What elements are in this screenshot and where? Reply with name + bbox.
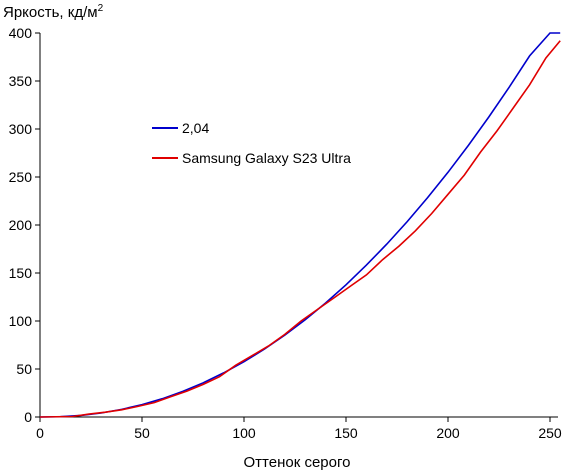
y-tick-label: 150 — [9, 265, 33, 281]
x-tick-label: 200 — [436, 425, 460, 441]
x-tick-label: 250 — [538, 425, 562, 441]
y-tick-label: 0 — [24, 409, 32, 425]
y-tick-label: 350 — [9, 73, 33, 89]
y-tick-label: 50 — [16, 361, 32, 377]
legend-label: Samsung Galaxy S23 Ultra — [182, 150, 351, 166]
y-tick-label: 200 — [9, 217, 33, 233]
y-tick-label: 300 — [9, 121, 33, 137]
x-ticks: 0 50 100 150 200 250 — [36, 417, 562, 441]
x-tick-label: 50 — [134, 425, 150, 441]
y-axis-title-main: Яркость, кд/м — [3, 4, 98, 21]
y-tick-label: 400 — [9, 25, 33, 41]
y-axis-title: Яркость, кд/м2 — [3, 3, 104, 21]
legend: 2,04 Samsung Galaxy S23 Ultra — [152, 120, 351, 166]
x-tick-label: 150 — [334, 425, 358, 441]
y-axis-title-superscript: 2 — [98, 3, 104, 14]
y-tick-label: 250 — [9, 169, 33, 185]
series-line-device — [39, 40, 561, 418]
legend-label: 2,04 — [182, 120, 209, 136]
x-tick-label: 0 — [36, 425, 44, 441]
series-line-gamma — [39, 32, 561, 418]
y-tick-label: 100 — [9, 313, 33, 329]
y-ticks: 0 50 100 150 200 250 300 350 400 — [9, 25, 40, 425]
series-layer — [39, 32, 561, 418]
plot-area: 0 50 100 150 200 250 0 50 100 150 200 250 300 350 400 — [9, 25, 562, 441]
x-tick-label: 100 — [232, 425, 256, 441]
x-axis-title: Оттенок серого — [244, 454, 351, 470]
